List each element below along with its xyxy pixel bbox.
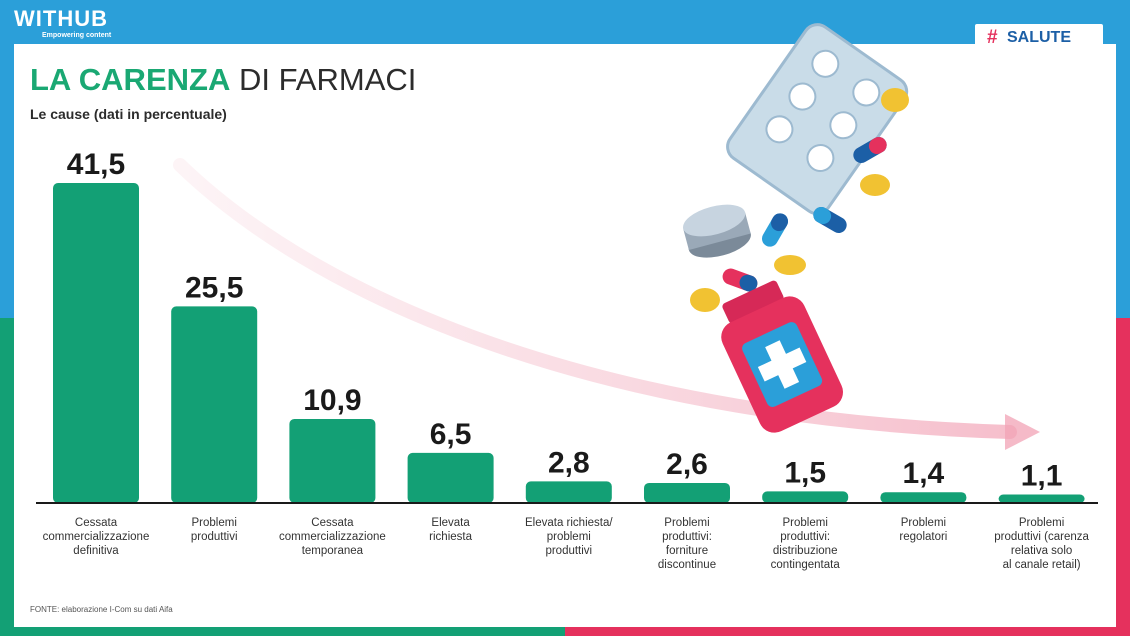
bar-4 [407,452,494,503]
bar-1 [53,183,139,503]
hashtag-icon: # [987,27,998,48]
bar-2 [171,306,258,503]
medicine-illustration [682,23,909,433]
source-note: FONTE: elaborazione I-Com su dati Aifa [30,605,173,614]
capsule-icon [853,137,887,163]
category-label: Problemi regolatori [899,517,947,543]
bars-layer: 41,5 Cessata commercializzazione definitiva… [43,148,1090,571]
bar-5 [525,481,612,503]
page-title: LA CARENZA DI FARMACI [30,62,416,98]
category-label: Problemi produttivi (carenza relativa solo… [994,517,1089,571]
brand-logo: WITHUB Empowering content [14,6,126,42]
category-label: Problemi produttivi: distribuzione continge… [771,517,841,571]
pill-icon [881,88,909,112]
bar-value-label: 1,1 [1021,460,1063,493]
bar-9 [998,494,1085,503]
blister-pack-icon [726,23,909,216]
bar-value-label: 1,5 [784,456,826,489]
bar-value-label: 2,6 [666,448,708,481]
brand-name: WITHUB [14,6,108,31]
bar-6 [644,482,730,503]
category-label: Elevata richiesta [429,517,472,543]
page-subtitle: Le cause (dati in percentuale) [30,106,227,122]
bar-7 [762,491,849,503]
page-title-rest: DI FARMACI [238,62,417,97]
category-label: Cessata commercializzazione definitiva [43,517,150,557]
category-label: Problemi produttivi [191,517,238,543]
brand-tagline: Empowering content [42,32,112,39]
capsule-icon [813,207,847,233]
medicine-bottle-icon [721,280,843,433]
trend-arrow [173,158,1017,439]
bar-value-label: 10,9 [303,384,361,417]
capsule-icon [762,213,788,247]
bar-value-label: 1,4 [903,457,945,490]
bar-value-label: 41,5 [67,148,125,181]
bar-value-label: 6,5 [430,418,472,451]
bar-8 [880,492,967,503]
pill-icon [690,288,720,312]
bar-3 [289,418,376,503]
pill-icon [860,174,890,196]
section-tag: # SALUTE [975,24,1103,52]
trend-arrow-head [1005,414,1040,450]
category-label: Problemi produttivi: forniture discontinue [658,517,716,571]
capsule-icon [722,268,758,292]
bottle-cap-icon [682,204,751,258]
bar-value-label: 25,5 [185,271,243,304]
bar-value-label: 2,8 [548,446,590,479]
pill-icon [774,255,806,275]
page-title-highlight: LA CARENZA [30,62,231,97]
category-label: Elevata richiesta/problemi produttivi [525,517,613,557]
category-label: Cessata commercializzazione temporanea [279,517,386,557]
section-tag-label: SALUTE [1007,29,1071,46]
